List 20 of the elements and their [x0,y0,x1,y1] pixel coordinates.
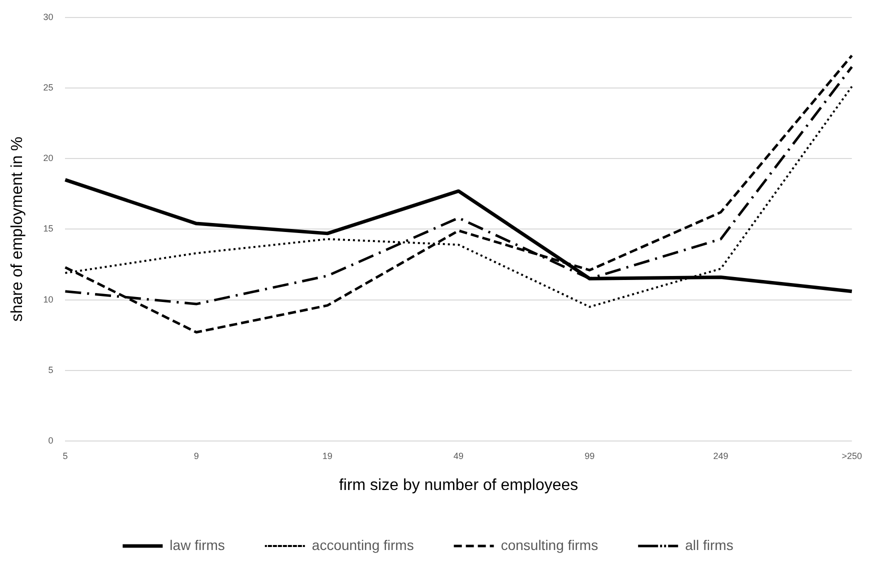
x-tick-label: 19 [322,450,332,461]
legend-label: all firms [685,536,734,553]
x-tick-label: 249 [713,450,728,461]
x-tick-label: >250 [842,450,862,461]
y-axis-title: share of employment in % [9,136,26,322]
y-tick-label: 20 [43,153,54,164]
y-tick-label: 30 [43,12,54,22]
y-tick-label: 15 [43,224,54,234]
x-axis-title: firm size by number of employees [338,476,578,494]
legend-label: accounting firms [312,536,414,553]
y-tick-label: 5 [48,364,54,375]
x-tick-label: 9 [194,450,199,461]
y-tick-label: 0 [48,435,54,446]
x-tick-label: 99 [584,450,595,461]
y-tick-label: 25 [43,82,54,92]
y-tick-label: 10 [43,294,54,304]
legend-label: law firms [170,536,225,553]
x-tick-label: 5 [62,450,68,461]
x-tick-label: 49 [454,450,464,461]
legend-label: consulting firms [500,536,598,553]
